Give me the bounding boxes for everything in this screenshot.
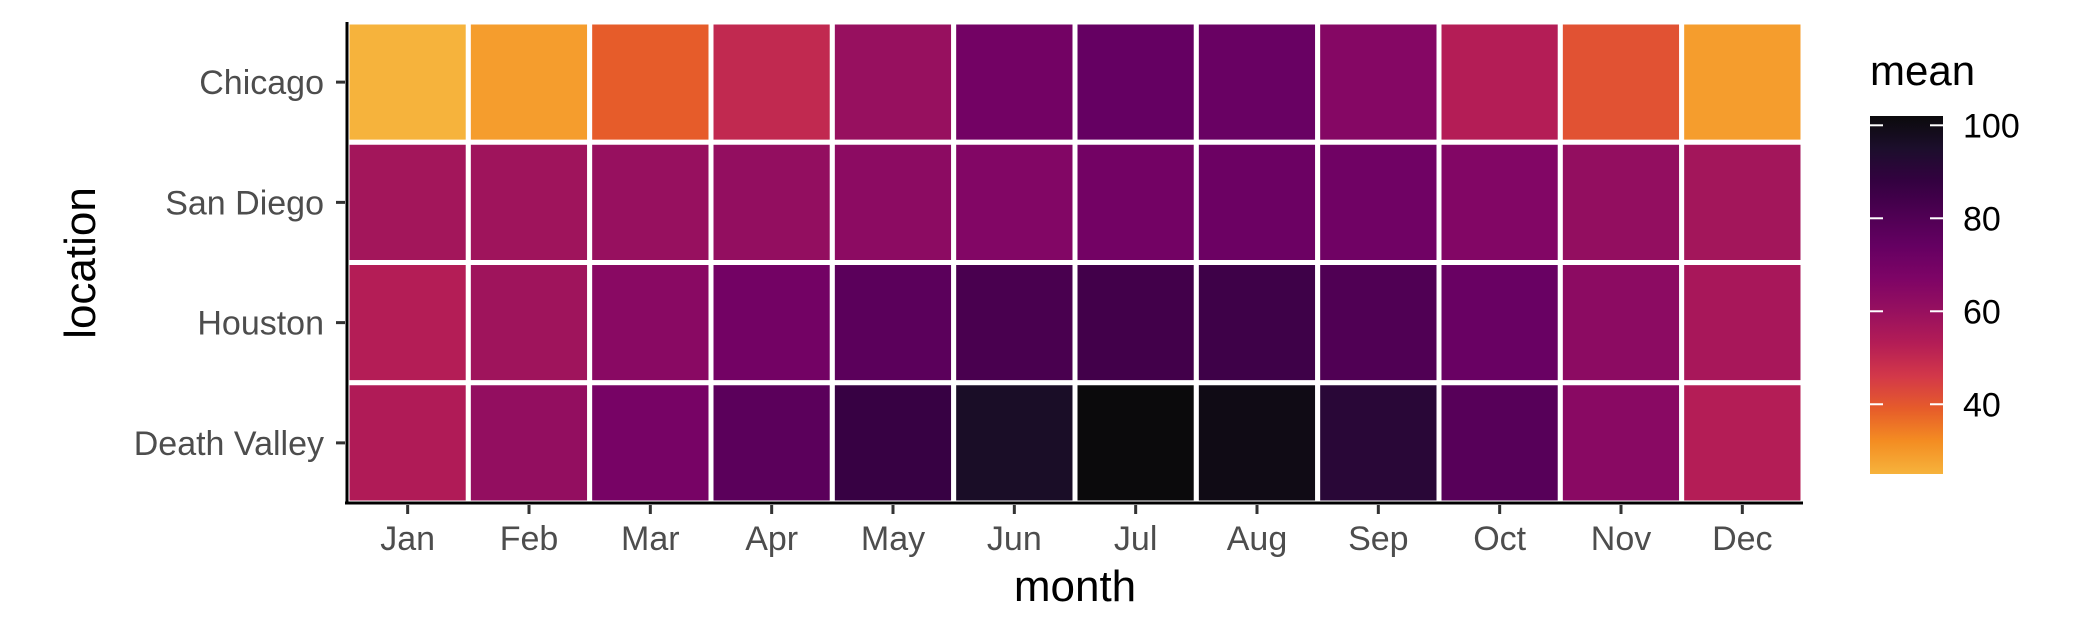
heatmap-cell [1193, 260, 1321, 386]
x-tick-label: Jun [987, 520, 1042, 558]
heatmap-cell [344, 19, 471, 145]
heatmap-cell [1193, 19, 1321, 145]
heatmap-cell [951, 260, 1078, 386]
heatmap-cell [465, 139, 593, 265]
heatmap-cell [587, 380, 714, 506]
heatmap-cell [465, 380, 593, 506]
heatmap-cell [1679, 260, 1806, 386]
heatmap-cell [1193, 139, 1321, 265]
heatmap-cell [708, 380, 835, 506]
heatmap-cell [1315, 380, 1442, 506]
legend-tick-label: 100 [1963, 107, 2020, 145]
heatmap-cell [1679, 139, 1806, 265]
heatmap-cell [1436, 260, 1563, 386]
heatmap-cell [587, 19, 714, 145]
heatmap-cell [344, 139, 471, 265]
x-tick-label: Apr [745, 520, 798, 558]
x-tick-label: Jul [1114, 520, 1157, 558]
heatmap-cell [344, 260, 471, 386]
heatmap-cell [829, 380, 957, 506]
heatmap-cell [1072, 19, 1199, 145]
heatmap-cell [708, 139, 835, 265]
heatmap-cell [465, 260, 593, 386]
heatmap-cell [1193, 380, 1321, 506]
y-tick-label: San Diego [165, 184, 324, 222]
legend-title: mean [1870, 47, 1975, 94]
x-tick-label: May [861, 520, 925, 558]
heatmap-cell [1557, 139, 1685, 265]
heatmap-cell [829, 19, 957, 145]
heatmap-cell [1315, 19, 1442, 145]
heatmap-cell [1679, 380, 1806, 506]
heatmap-cell [1315, 260, 1442, 386]
x-tick-label: Aug [1227, 520, 1288, 558]
heatmap-cell [1557, 260, 1685, 386]
heatmap-cell [1557, 19, 1685, 145]
x-tick-label: Sep [1348, 520, 1409, 558]
x-tick-label: Feb [500, 520, 559, 558]
heatmap-cell [829, 139, 957, 265]
x-tick-label: Dec [1712, 520, 1772, 558]
y-tick-label: Chicago [199, 64, 324, 102]
heatmap-cell [951, 19, 1078, 145]
y-tick-label: Death Valley [134, 425, 324, 463]
x-tick-label: Jan [380, 520, 435, 558]
color-legend: mean 40 60 80 100 [1870, 47, 2020, 474]
legend-tick-label: 80 [1963, 200, 2001, 238]
heatmap-cell [951, 139, 1078, 265]
heatmap-cell [708, 19, 835, 145]
x-axis-title: month [1014, 562, 1136, 611]
heatmap-cell [708, 260, 835, 386]
heatmap-cell [1072, 380, 1199, 506]
heatmap-cells [344, 19, 1806, 506]
x-tick-label: Oct [1473, 520, 1526, 558]
y-axis-ticks: Chicago San Diego Houston Death Valley [134, 64, 345, 463]
x-tick-label: Nov [1591, 520, 1651, 558]
heatmap-cell [344, 380, 471, 506]
heatmap-cell [829, 260, 957, 386]
y-tick-label: Houston [197, 305, 324, 343]
heatmap-cell [1436, 380, 1563, 506]
heatmap-cell [1679, 19, 1806, 145]
heatmap-cell [587, 139, 714, 265]
heatmap-cell [587, 260, 714, 386]
x-tick-label: Mar [621, 520, 680, 558]
heatmap-cell [1072, 139, 1199, 265]
heatmap-cell [1436, 19, 1563, 145]
legend-colorbar [1870, 116, 1943, 474]
legend-tick-label: 40 [1963, 386, 2001, 424]
y-axis-title: location [56, 187, 105, 339]
legend-ticks: 40 60 80 100 [1870, 107, 2020, 424]
heatmap-cell [1315, 139, 1442, 265]
heatmap-cell [951, 380, 1078, 506]
heatmap-cell [1072, 260, 1199, 386]
heatmap-cell [1436, 139, 1563, 265]
heatmap-cell [1557, 380, 1685, 506]
legend-tick-label: 60 [1963, 293, 2001, 331]
heatmap-cell [465, 19, 593, 145]
x-axis-ticks: Jan Feb Mar Apr May Jun Jul Aug Sep Oct Nov Dec [380, 505, 1773, 558]
